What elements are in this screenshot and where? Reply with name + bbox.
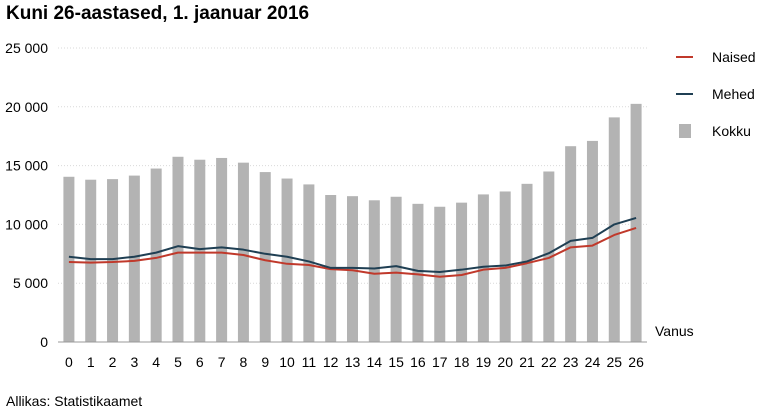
bar xyxy=(608,117,620,342)
x-tick-label: 11 xyxy=(302,354,317,370)
bar xyxy=(303,184,315,342)
legend-label-naised: Naised xyxy=(712,49,756,65)
y-tick-label: 20 000 xyxy=(5,99,48,115)
bar xyxy=(63,176,75,342)
x-tick-label: 12 xyxy=(323,354,339,370)
x-tick-label: 21 xyxy=(519,354,535,370)
x-tick-label: 1 xyxy=(87,354,95,370)
bar xyxy=(565,146,577,342)
legend-label-mehed: Mehed xyxy=(712,86,755,102)
bar xyxy=(586,140,598,342)
lines xyxy=(68,216,637,278)
x-tick-label: 7 xyxy=(218,354,226,370)
x-tick-label: 3 xyxy=(130,354,138,370)
y-tick-label: 15 000 xyxy=(5,158,48,174)
bar xyxy=(477,194,489,342)
x-tick-label: 22 xyxy=(541,354,557,370)
bar xyxy=(434,206,446,342)
bar xyxy=(107,179,119,342)
y-tick-label: 0 xyxy=(40,334,48,350)
bar xyxy=(150,168,162,342)
bar xyxy=(412,203,424,342)
bar xyxy=(543,171,555,342)
x-tick-label: 25 xyxy=(606,354,622,370)
x-tick-label: 0 xyxy=(65,354,73,370)
legend-label-kokku: Kokku xyxy=(712,123,751,139)
bar xyxy=(499,191,511,342)
y-tick-label: 10 000 xyxy=(5,216,48,232)
chart-title: Kuni 26-aastased, 1. jaanuar 2016 xyxy=(6,3,310,24)
y-tick-label: 5 000 xyxy=(13,275,48,291)
x-tick-label: 18 xyxy=(454,354,470,370)
x-tick-label: 26 xyxy=(628,354,644,370)
legend: Naised Mehed Kokku xyxy=(676,49,756,139)
x-tick-label: 2 xyxy=(109,354,117,370)
bar xyxy=(216,157,228,342)
x-tick-label: 14 xyxy=(367,354,383,370)
bar xyxy=(630,103,642,342)
x-tick-label: 8 xyxy=(240,354,248,370)
bar xyxy=(390,196,402,342)
x-tick-label: 15 xyxy=(388,354,404,370)
y-tick-label: 25 000 xyxy=(5,40,48,56)
x-tick-label: 5 xyxy=(174,354,182,370)
source-note: Allikas: Statistikaamet xyxy=(6,393,143,409)
bar xyxy=(259,172,271,342)
x-tick-label: 20 xyxy=(497,354,513,370)
bar xyxy=(172,156,184,342)
x-tick-label: 4 xyxy=(152,354,160,370)
series-line-naised xyxy=(68,226,637,278)
bar xyxy=(281,178,293,342)
legend-swatch-kokku xyxy=(679,124,691,138)
x-tick-label: 16 xyxy=(410,354,426,370)
bar xyxy=(368,200,380,342)
bar xyxy=(237,162,249,342)
x-tick-label: 6 xyxy=(196,354,204,370)
x-tick-label: 13 xyxy=(345,354,361,370)
bars xyxy=(63,103,642,342)
x-tick-label: 17 xyxy=(432,354,448,370)
x-tick-label: 23 xyxy=(563,354,579,370)
x-tick-label: 24 xyxy=(585,354,601,370)
bar xyxy=(85,179,97,342)
bar xyxy=(194,159,206,342)
bar xyxy=(128,175,140,342)
series-line-mehed xyxy=(68,216,637,274)
x-tick-label: 9 xyxy=(261,354,269,370)
x-tick-label: 19 xyxy=(476,354,492,370)
x-tick-label: 10 xyxy=(279,354,295,370)
bar xyxy=(347,196,358,342)
bar xyxy=(456,202,468,342)
x-axis-label: Vanus xyxy=(655,323,694,339)
